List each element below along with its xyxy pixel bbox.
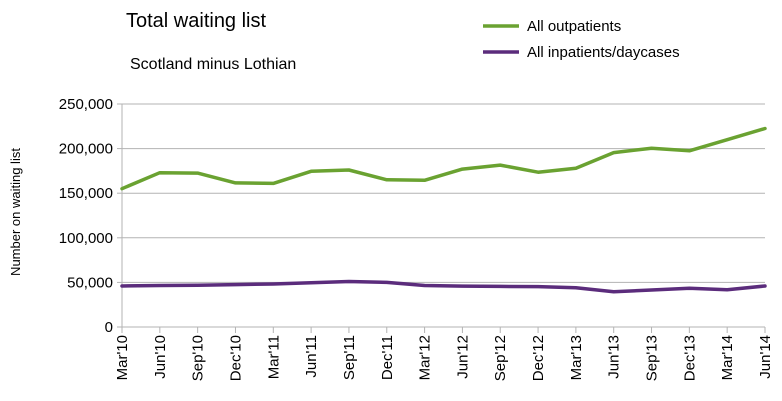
axes [121, 104, 765, 328]
x-tick-label: Sep'12 [492, 335, 509, 381]
x-tick-label: Mar'13 [568, 335, 585, 380]
x-tick-label: Jun'13 [606, 335, 623, 379]
series-line-outpatients [120, 126, 767, 191]
x-tick-label: Dec'13 [681, 335, 698, 381]
y-axis-label: Number on waiting list [8, 148, 23, 276]
chart-subtitle: Scotland minus Lothian [130, 56, 296, 73]
chart-title: Total waiting list [126, 10, 267, 32]
x-tick-label: Mar'10 [114, 335, 131, 380]
x-tick-label: Jun'10 [152, 335, 169, 379]
series-lines [120, 126, 767, 294]
x-tick-label: Mar'14 [719, 335, 736, 380]
x-tick-label: Sep'13 [644, 335, 661, 381]
x-tick-label: Dec'10 [227, 335, 244, 381]
x-tick-label: Dec'12 [530, 335, 547, 381]
x-tick-label: Sep'10 [190, 335, 207, 381]
legend-label-inpatients: All inpatients/daycases [527, 44, 680, 61]
y-tick-label: 150,000 [59, 185, 113, 202]
x-tick-label: Jun'11 [303, 335, 320, 378]
x-tick-label: Dec'11 [379, 335, 396, 380]
y-tick-labels: 0 50,000 100,000 150,000 200,000 250,000 [59, 96, 113, 336]
x-tick-label: Sep'11 [341, 335, 358, 380]
x-ticks: Mar'10 Jun'10 Sep'10 Dec'10 Mar'11 Jun'11 Sep'… [114, 327, 774, 381]
y-tick-label: 50,000 [67, 274, 113, 291]
legend-label-outpatients: All outpatients [527, 18, 621, 35]
y-tick-label: 200,000 [59, 141, 113, 158]
y-tick-label: 250,000 [59, 96, 113, 113]
y-tick-label: 0 [105, 319, 113, 336]
x-tick-label: Mar'12 [417, 335, 434, 380]
legend: All outpatients All inpatients/daycases [483, 18, 680, 61]
series-line-inpatients [120, 279, 767, 294]
y-tick-label: 100,000 [59, 230, 113, 247]
x-tick-label: Jun'14 [757, 335, 774, 379]
x-tick-label: Jun'12 [454, 335, 471, 379]
x-tick-label: Mar'11 [265, 335, 282, 379]
gridlines [117, 103, 765, 328]
